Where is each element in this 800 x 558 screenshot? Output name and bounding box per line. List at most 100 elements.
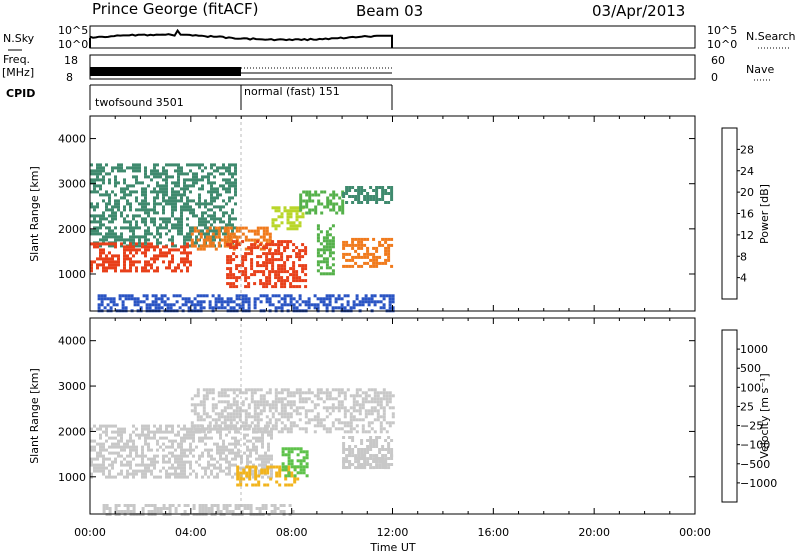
power-cell bbox=[106, 303, 110, 307]
velocity-cell bbox=[180, 475, 183, 479]
power-cell bbox=[120, 166, 123, 170]
velocity-cell bbox=[352, 394, 356, 398]
velocity-cell bbox=[340, 391, 344, 395]
power-cell bbox=[165, 220, 168, 224]
velocity-cell bbox=[276, 507, 280, 510]
power-cell bbox=[222, 205, 225, 209]
velocity-cell bbox=[132, 442, 135, 446]
velocity-cell bbox=[322, 391, 326, 395]
power-cell bbox=[329, 193, 333, 197]
power-cell bbox=[162, 251, 165, 255]
power-cell bbox=[174, 223, 177, 227]
power-cell bbox=[118, 297, 122, 301]
power-cell bbox=[132, 190, 135, 194]
power-cell bbox=[208, 306, 212, 310]
power-cell bbox=[198, 244, 201, 248]
power-cell bbox=[177, 175, 180, 179]
power-cell bbox=[334, 300, 338, 304]
power-cell bbox=[328, 272, 332, 276]
velocity-cell bbox=[236, 483, 240, 487]
nsearch-tick-top: 10^5 bbox=[707, 24, 737, 37]
power-cell bbox=[154, 294, 158, 298]
power-cell bbox=[298, 252, 302, 256]
velocity-cell bbox=[280, 388, 284, 392]
power-cell bbox=[141, 181, 144, 185]
power-cell bbox=[177, 266, 180, 270]
power-cell bbox=[385, 294, 389, 298]
power-cell bbox=[96, 220, 99, 224]
power-cell bbox=[265, 229, 269, 233]
velocity-cell bbox=[186, 433, 189, 437]
velocity-cell bbox=[165, 475, 168, 479]
velocity-cell bbox=[208, 415, 212, 419]
velocity-cell bbox=[258, 454, 261, 458]
velocity-cell bbox=[225, 433, 228, 437]
velocity-cell bbox=[305, 450, 309, 454]
power-cell bbox=[387, 258, 391, 262]
power-cell bbox=[247, 303, 251, 307]
velocity-cell bbox=[302, 459, 306, 463]
power-cell bbox=[114, 260, 117, 264]
power-cell bbox=[111, 242, 114, 246]
power-cell bbox=[174, 217, 177, 221]
power-cell bbox=[205, 238, 209, 242]
velocity-cell bbox=[298, 388, 302, 392]
velocity-cell bbox=[246, 427, 249, 431]
power-cell bbox=[222, 166, 225, 170]
power-cell bbox=[253, 238, 257, 242]
velocity-cell bbox=[265, 403, 269, 407]
nsearch-tick-bottom: 10^0 bbox=[707, 38, 737, 51]
power-cell bbox=[268, 279, 272, 283]
velocity-cell bbox=[373, 430, 377, 434]
power-cell bbox=[390, 264, 394, 268]
velocity-cell bbox=[319, 418, 323, 422]
velocity-cell bbox=[202, 412, 206, 416]
velocity-cell bbox=[331, 409, 335, 413]
power-cell bbox=[286, 294, 290, 298]
power-cell bbox=[298, 264, 302, 268]
power-cell bbox=[171, 196, 174, 200]
velocity-cell bbox=[343, 391, 347, 395]
velocity-cell bbox=[375, 445, 379, 448]
power-cell bbox=[223, 300, 227, 304]
velocity-cell bbox=[216, 460, 219, 464]
velocity-cell bbox=[196, 403, 200, 407]
velocity-cell bbox=[132, 445, 135, 449]
power-cell bbox=[141, 269, 144, 273]
velocity-cell bbox=[256, 403, 260, 407]
power-cell bbox=[316, 227, 320, 231]
velocity-cell bbox=[282, 510, 286, 513]
velocity-cell bbox=[295, 388, 299, 392]
velocity-cell bbox=[226, 415, 230, 419]
velocity-cell bbox=[376, 418, 380, 422]
power-cell bbox=[229, 267, 233, 271]
power-cell bbox=[162, 178, 165, 182]
power-cell bbox=[190, 300, 194, 304]
power-cell bbox=[234, 163, 237, 167]
velocity-cell bbox=[264, 424, 267, 428]
velocity-cell bbox=[123, 427, 126, 431]
power-cell bbox=[228, 217, 231, 221]
power-cell bbox=[316, 236, 320, 240]
power-cell bbox=[220, 303, 224, 307]
power-cell bbox=[126, 214, 129, 218]
velocity-cell bbox=[273, 507, 277, 510]
power-cell bbox=[202, 241, 206, 245]
power-cell bbox=[231, 175, 234, 179]
velocity-cell bbox=[357, 457, 361, 461]
velocity-cell bbox=[147, 427, 150, 431]
power-cell bbox=[213, 169, 216, 173]
power-cell bbox=[210, 181, 213, 185]
power-cell bbox=[199, 300, 203, 304]
velocity-cell bbox=[385, 397, 389, 401]
power-cell bbox=[355, 294, 359, 298]
power-cell bbox=[153, 205, 156, 209]
velocity-cell bbox=[388, 394, 392, 398]
velocity-cell bbox=[159, 475, 162, 479]
power-cell bbox=[93, 169, 96, 173]
velocity-cell bbox=[352, 418, 356, 422]
velocity-cell bbox=[261, 433, 264, 437]
nsky-strip: N.Sky 10^5 10^0 10^5 10^0 N.Search bbox=[3, 24, 796, 51]
power-cell bbox=[225, 223, 228, 227]
power-cell bbox=[292, 227, 296, 231]
